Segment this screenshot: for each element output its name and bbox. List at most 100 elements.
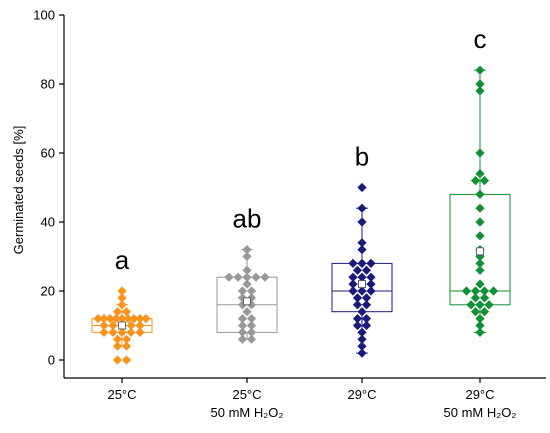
data-point (242, 245, 252, 255)
data-point (475, 86, 485, 96)
series-group: c (449, 24, 511, 337)
data-point (475, 217, 485, 227)
data-point (233, 272, 243, 282)
data-point (466, 300, 476, 310)
data-point (357, 217, 367, 227)
data-point (117, 293, 127, 303)
data-point (475, 279, 485, 289)
data-point (93, 314, 103, 324)
data-point (129, 314, 139, 324)
data-point (121, 307, 132, 317)
data-point (105, 314, 115, 324)
data-point (348, 258, 358, 268)
data-point (141, 314, 151, 324)
data-point (126, 327, 136, 337)
data-point (117, 300, 127, 310)
data-point (475, 314, 485, 324)
data-point (108, 320, 118, 331)
data-point (479, 286, 490, 296)
data-point (475, 189, 485, 199)
data-point (357, 341, 367, 351)
x-tick-label: 25°C (232, 387, 261, 402)
data-point (470, 307, 481, 317)
data-point (135, 320, 145, 331)
y-tick-label: 20 (41, 284, 55, 299)
data-point (479, 307, 490, 317)
data-point (246, 320, 257, 331)
data-point (357, 286, 367, 296)
data-point (99, 320, 109, 331)
series-group: ab (216, 204, 278, 344)
data-point (357, 272, 367, 282)
y-axis-title: Germinated seeds [%] (11, 126, 26, 255)
data-point (352, 320, 363, 331)
data-point (121, 334, 132, 344)
data-point (475, 320, 485, 331)
significance-letter: b (355, 142, 369, 172)
data-point (242, 279, 252, 289)
data-point (366, 272, 376, 282)
data-point (237, 334, 248, 344)
plot-area: a ab b c (91, 24, 511, 365)
significance-letter: c (474, 24, 487, 54)
data-point (242, 307, 252, 317)
x-tick-sublabel: 50 mM H₂O₂ (444, 405, 517, 420)
data-point (479, 293, 490, 303)
data-point (237, 320, 248, 331)
data-point (135, 327, 145, 337)
axes: 0 20 40 60 80 100 25°C 25°C 50 mM H₂O₂ 29°C 29°C 50… (33, 8, 546, 420)
data-point (357, 334, 367, 344)
data-point (237, 314, 248, 324)
data-point (112, 355, 123, 365)
data-point (246, 286, 257, 296)
data-point (357, 348, 367, 358)
data-point (475, 258, 485, 268)
data-point (117, 314, 127, 324)
data-point (361, 320, 372, 331)
data-point (475, 79, 485, 89)
data-point (112, 334, 123, 344)
data-point (357, 182, 367, 193)
data-point (357, 327, 367, 337)
data-point (470, 286, 481, 296)
data-point (470, 176, 481, 186)
data-point (246, 334, 257, 344)
data-point (361, 265, 372, 275)
data-point (237, 293, 248, 303)
data-point (479, 176, 490, 186)
data-point (352, 293, 363, 303)
data-point (242, 265, 252, 275)
data-point (251, 272, 261, 282)
data-point (475, 300, 485, 310)
data-point (99, 327, 109, 337)
data-point (108, 327, 118, 337)
data-point (475, 65, 485, 75)
data-point (117, 327, 127, 337)
data-point (112, 307, 123, 317)
x-tick-label: 25°C (107, 387, 136, 402)
data-point (237, 327, 248, 337)
y-tick-label: 80 (41, 77, 55, 92)
mean-marker (243, 297, 251, 306)
mean-marker (118, 321, 126, 330)
data-point (484, 300, 494, 310)
mean-marker (358, 280, 366, 289)
data-point (121, 341, 132, 351)
data-point (348, 272, 358, 282)
x-tick-sublabel: 50 mM H₂O₂ (211, 405, 284, 420)
mean-marker (476, 247, 484, 256)
significance-letter: ab (233, 204, 262, 234)
data-point (361, 300, 372, 310)
data-point (121, 355, 132, 365)
data-point (357, 258, 367, 268)
data-point (242, 251, 252, 262)
data-point (260, 272, 270, 282)
data-point (366, 286, 376, 296)
data-point (135, 314, 145, 324)
data-point (475, 169, 485, 179)
data-point (357, 203, 367, 213)
data-point (475, 148, 485, 158)
data-point (475, 231, 485, 241)
y-tick-label: 40 (41, 215, 55, 230)
